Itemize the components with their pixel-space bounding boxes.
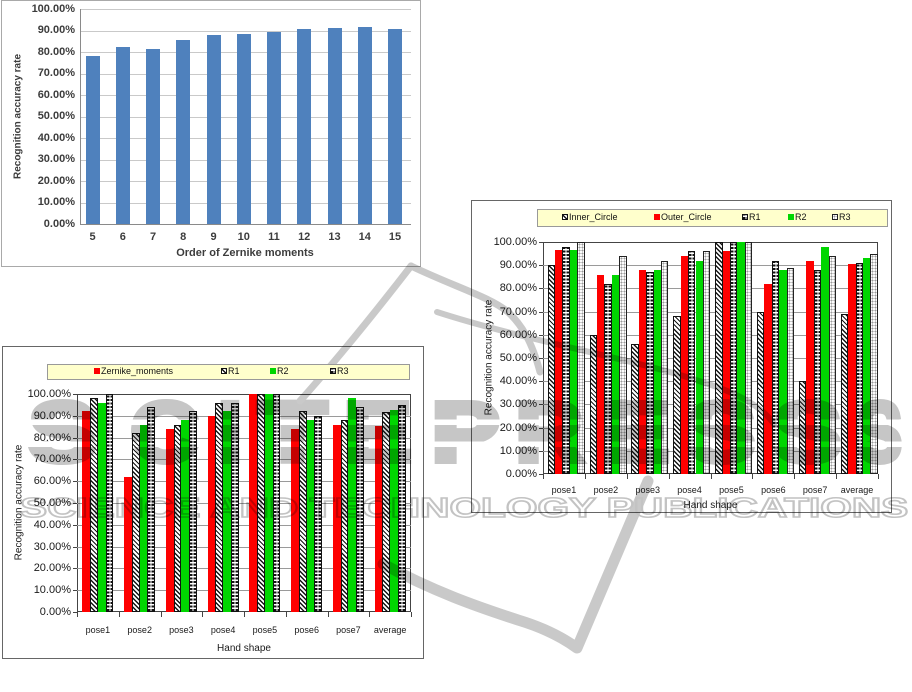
svg-text:E: E (344, 385, 412, 479)
svg-text:P: P (432, 385, 500, 479)
svg-text:I: I (218, 385, 242, 479)
svg-text:S: S (857, 385, 902, 479)
svg-text:SCIENCE AND TECHNOLOGY PUBLICA: SCIENCE AND TECHNOLOGY PUBLICATIONS (20, 493, 908, 524)
svg-text:C: C (131, 385, 199, 479)
svg-text:T: T (259, 385, 327, 479)
svg-text:S: S (774, 385, 842, 479)
svg-text:R: R (516, 385, 584, 479)
svg-text:E: E (602, 385, 670, 479)
svg-text:S: S (29, 385, 97, 479)
